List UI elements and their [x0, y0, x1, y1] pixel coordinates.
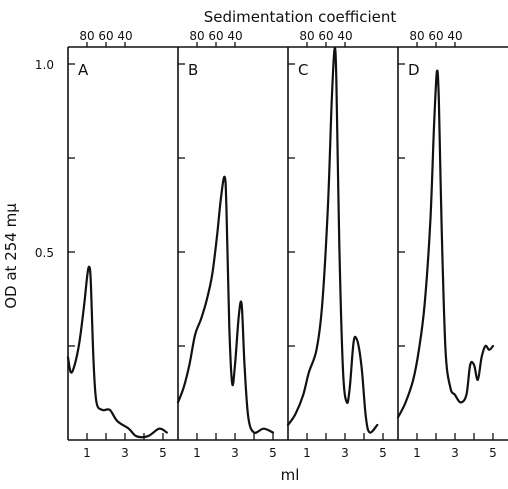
top-tick-label-D-0: 80: [409, 29, 424, 43]
curve-B-0: [176, 175, 275, 434]
top-tick-label-A-0: 80: [79, 29, 94, 43]
x-tick-label-C-1: 3: [341, 446, 349, 460]
top-tick-label-B-0: 80: [189, 29, 204, 43]
top-tick-label-A-2: 40: [117, 29, 132, 43]
panel-label-B: B: [188, 61, 198, 79]
x-tick-label-A-1: 3: [121, 446, 129, 460]
top-tick-label-B-2: 40: [227, 29, 242, 43]
top-tick-label-C-1: 60: [318, 29, 333, 43]
x-tick-label-D-1: 3: [451, 446, 459, 460]
top-tick-label-B-1: 60: [208, 29, 223, 43]
x-axis-label: ml: [281, 466, 300, 484]
x-tick-label-D-2: 5: [489, 446, 497, 460]
x-tick-label-A-0: 1: [83, 446, 91, 460]
panel-label-D: D: [408, 61, 420, 79]
curve-C-0: [286, 47, 379, 434]
panel-label-C: C: [298, 61, 308, 79]
top-tick-label-D-2: 40: [447, 29, 462, 43]
panel-label-A: A: [78, 61, 89, 79]
top-tick-label-C-2: 40: [337, 29, 352, 43]
x-tick-label-D-0: 1: [413, 446, 421, 460]
top-tick-label-A-1: 60: [98, 29, 113, 43]
panels-group: 0.5 1.0 1 3 5 80 60 40 A 1 3 5 80 60 40 B 1 3 5 80 60 40 C 1 3 5 8…: [35, 29, 508, 460]
x-tick-label-B-1: 3: [231, 446, 239, 460]
top-tick-label-C-0: 80: [299, 29, 314, 43]
x-tick-label-A-2: 5: [159, 446, 167, 460]
top-axis-title: Sedimentation coefficient: [204, 8, 397, 26]
y-tick-label-1: 1.0: [35, 58, 54, 72]
x-tick-label-B-0: 1: [193, 446, 201, 460]
x-tick-label-C-2: 5: [379, 446, 387, 460]
x-tick-label-C-0: 1: [303, 446, 311, 460]
top-tick-label-D-1: 60: [428, 29, 443, 43]
curve-A-0: [66, 265, 168, 439]
x-tick-label-B-2: 5: [269, 446, 277, 460]
y-tick-label-0: 0.5: [35, 246, 54, 260]
y-axis-label: OD at 254 mμ: [2, 203, 20, 309]
curve-D-0: [396, 69, 495, 419]
